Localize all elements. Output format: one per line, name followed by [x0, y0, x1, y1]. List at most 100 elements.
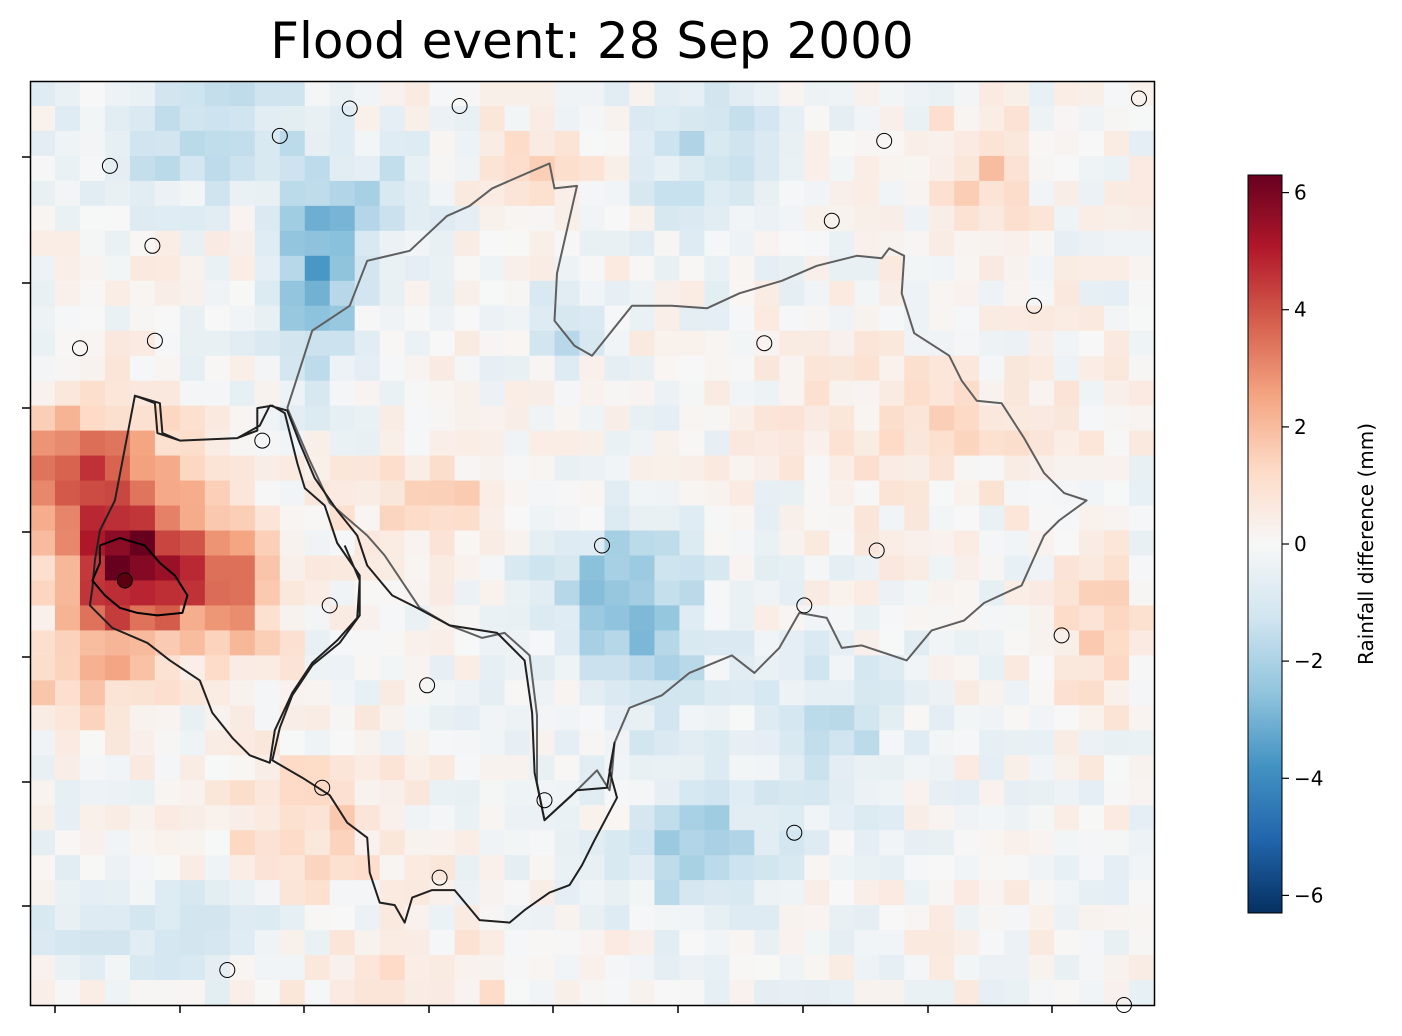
heatmap-cell — [304, 280, 331, 307]
heatmap-cell — [754, 205, 780, 232]
heatmap-cell — [1104, 555, 1130, 582]
heatmap-cell — [279, 280, 306, 307]
heatmap-cell — [1129, 230, 1155, 257]
heatmap-cell — [1104, 455, 1130, 482]
heatmap-cell — [729, 930, 755, 956]
heatmap-cell — [129, 830, 156, 856]
heatmap-cell — [1079, 580, 1105, 607]
heatmap-cell — [604, 155, 631, 182]
heatmap-cell — [954, 81, 980, 107]
heatmap-cell — [154, 755, 181, 781]
heatmap-cell — [529, 405, 556, 432]
heatmap-cell — [30, 405, 56, 432]
heatmap-cell — [279, 81, 306, 107]
heatmap-cell — [254, 480, 281, 507]
heatmap-cell — [904, 405, 930, 432]
heatmap-cell — [429, 280, 456, 307]
heatmap-cell — [1129, 330, 1155, 357]
heatmap-cell — [154, 905, 181, 931]
heatmap-cell — [129, 405, 156, 432]
heatmap-cell — [229, 955, 256, 981]
heatmap-cell — [229, 180, 256, 207]
heatmap-cell — [254, 955, 281, 981]
heatmap-cell — [79, 830, 106, 856]
heatmap-cell — [229, 680, 256, 706]
heatmap-cell — [579, 730, 606, 756]
heatmap-cell — [904, 855, 930, 881]
heatmap-cell — [379, 830, 406, 856]
heatmap-cell — [479, 705, 506, 731]
heatmap-cell — [854, 105, 880, 132]
heatmap-cell — [129, 980, 156, 1006]
heatmap-cell — [154, 81, 181, 107]
heatmap-cell — [904, 580, 930, 607]
heatmap-cell — [54, 130, 81, 157]
heatmap-cell — [1129, 280, 1155, 307]
rain-gauge-stations — [72, 90, 1147, 1013]
heatmap-cell — [479, 455, 506, 482]
heatmap-cell — [754, 330, 780, 357]
heatmap-cell — [829, 280, 855, 307]
heatmap-cell — [304, 980, 331, 1006]
heatmap-cell — [429, 955, 456, 981]
heatmap-cell — [629, 755, 656, 781]
heatmap-cell — [579, 630, 606, 656]
heatmap-cell — [854, 480, 880, 507]
heatmap-cell — [479, 805, 506, 831]
heatmap-cell — [679, 705, 705, 731]
heatmap-cell — [854, 280, 880, 307]
heatmap-cell — [729, 630, 755, 656]
heatmap-cell — [979, 655, 1005, 681]
heatmap-cell — [854, 705, 880, 731]
heatmap-cell — [54, 855, 81, 881]
heatmap-cell — [804, 855, 830, 881]
heatmap-cell — [279, 580, 306, 607]
heatmap-cell — [454, 955, 481, 981]
heatmap-cell — [629, 105, 656, 132]
heatmap-cell — [479, 81, 506, 107]
heatmap-cell — [379, 855, 406, 881]
heatmap-cell — [804, 680, 830, 706]
heatmap-cell — [854, 255, 880, 282]
heatmap-cell — [1004, 255, 1030, 282]
heatmap-cell — [879, 455, 905, 482]
heatmap-cell — [604, 230, 631, 257]
heatmap-cell — [229, 405, 256, 432]
heatmap-cell — [429, 105, 456, 132]
heatmap-cell — [1079, 905, 1105, 931]
heatmap-cell — [104, 755, 131, 781]
heatmap-cell — [129, 330, 156, 357]
heatmap-cell — [779, 230, 805, 257]
heatmap-cell — [854, 655, 880, 681]
heatmap-cell — [654, 155, 681, 182]
heatmap-cell — [554, 130, 581, 157]
heatmap-cell — [954, 905, 980, 931]
heatmap-cell — [779, 430, 805, 457]
heatmap-cell — [179, 755, 206, 781]
heatmap-cell — [354, 155, 381, 182]
heatmap-cell — [729, 480, 755, 507]
heatmap-cell — [1029, 380, 1055, 407]
heatmap-cell — [1054, 605, 1080, 631]
heatmap-cell — [154, 605, 181, 631]
heatmap-cell — [1129, 430, 1155, 457]
heatmap-cell — [754, 780, 780, 806]
heatmap-cell — [204, 130, 231, 157]
heatmap-cell — [429, 155, 456, 182]
heatmap-cell — [704, 980, 730, 1006]
heatmap-cell — [104, 930, 131, 956]
heatmap-cell — [554, 880, 581, 906]
heatmap-cell — [129, 680, 156, 706]
heatmap-cell — [279, 355, 306, 382]
heatmap-cell — [954, 880, 980, 906]
heatmap-cell — [304, 630, 331, 656]
heatmap-cell — [104, 105, 131, 132]
heatmap-cell — [929, 705, 955, 731]
heatmap-cell — [179, 430, 206, 457]
heatmap-cell — [604, 980, 631, 1006]
heatmap-cell — [779, 730, 805, 756]
heatmap-cell — [879, 555, 905, 582]
heatmap-cell — [654, 255, 681, 282]
heatmap-cell — [729, 405, 755, 432]
heatmap-cell — [954, 130, 980, 157]
